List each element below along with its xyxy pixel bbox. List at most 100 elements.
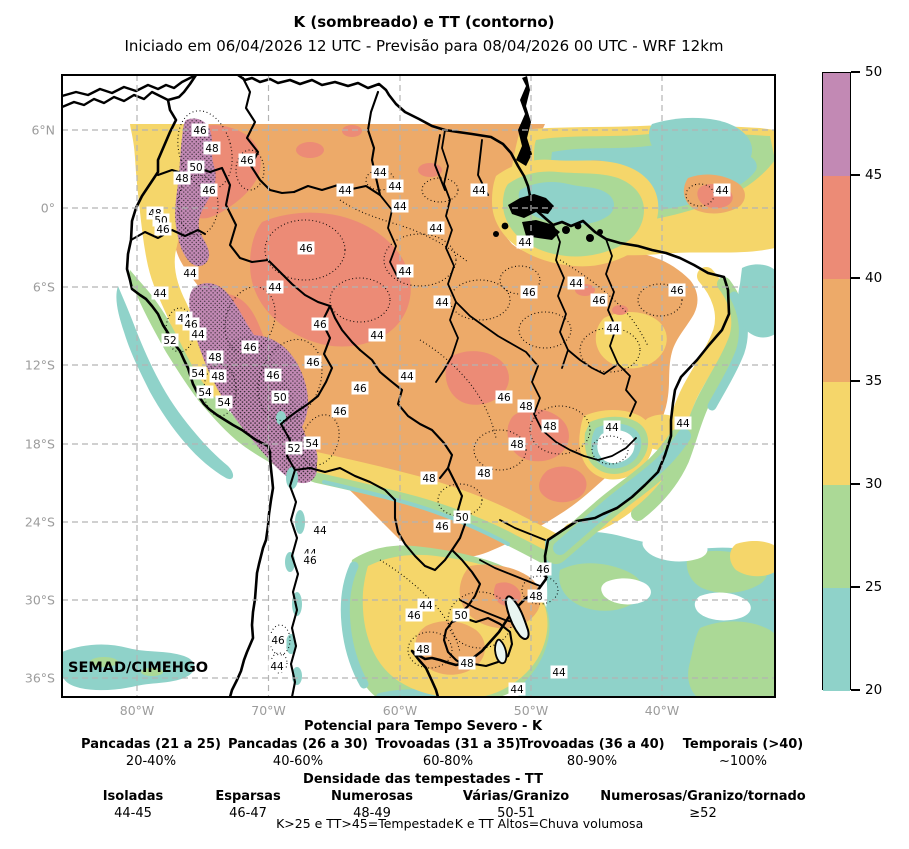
contour-label: 50: [454, 610, 467, 622]
lat-label: 30°S: [24, 592, 55, 608]
colorbar-tick-label: 45: [865, 167, 883, 183]
lon-label: 70°W: [251, 703, 286, 718]
contour-label: 44: [715, 185, 729, 197]
lat-label: 36°S: [24, 670, 55, 686]
colorbar-tickmark: [851, 174, 860, 176]
contour-label: 48: [175, 173, 188, 185]
contour-label: 44: [313, 525, 327, 537]
watermark: SEMAD/CIMEHGO: [68, 660, 208, 676]
lon-label: 50°W: [513, 703, 549, 718]
contour-label: 48: [422, 473, 435, 485]
contour-label: 48: [460, 658, 473, 670]
legend-header-tt: Densidade das tempestades - TT: [303, 772, 543, 787]
colorbar-band-35-40: [823, 279, 850, 382]
contour-label: 46: [670, 285, 684, 297]
contour-label: 50: [455, 512, 468, 524]
contour-label: 44: [518, 237, 532, 249]
colorbar-band-30-35: [823, 382, 850, 485]
map-field: 4648504846485046464444464444444444444444…: [62, 75, 775, 697]
legend-k-value: 20-40%: [125, 754, 177, 769]
contour-label: 44: [388, 181, 402, 193]
gridlines: [62, 75, 775, 697]
contour-label: 46: [271, 635, 285, 647]
colorbar-tick-label: 40: [865, 270, 883, 286]
colorbar-tick-label: 30: [865, 476, 883, 492]
contour-label: 46: [306, 357, 320, 369]
legend-tt-value: 44-45: [114, 806, 152, 821]
legend-k-label: Trovoadas (36 a 40): [519, 737, 665, 752]
contour-label: 44: [676, 418, 690, 430]
contour-label: 48: [529, 591, 542, 603]
legend-k-value: 60-80%: [422, 754, 474, 769]
chart-title: K (sombreado) e TT (contorno): [293, 13, 555, 31]
legend-note-2: K e TT Altos=Chuva volumosa: [454, 816, 644, 831]
contour-label: 44: [606, 323, 620, 335]
legend-k-label: Trovoadas (31 a 35): [375, 737, 521, 752]
colorbar: [822, 72, 851, 691]
legend-tt-label: Isoladas: [102, 789, 164, 804]
colorbar-band-20-25: [823, 588, 850, 691]
legend-tt-value: 50-51: [497, 806, 535, 821]
contour-label: 48: [211, 371, 224, 383]
colorbar-band-25-30: [823, 485, 850, 588]
lat-label: 6°N: [31, 122, 55, 138]
legend-tt-value: 48-49: [353, 806, 391, 821]
contour-label: 54: [191, 368, 205, 380]
lat-label: 18°S: [24, 436, 55, 452]
contour-labels: 4648504846485046464444464444444444444444…: [146, 123, 731, 696]
coastlines-borders: [62, 75, 731, 697]
contour-label: 48: [208, 352, 221, 364]
contour-label: 46: [156, 224, 170, 236]
contour-label: 48: [416, 644, 429, 656]
contour-label: 44: [435, 297, 449, 309]
legend-header-k: Potencial para Tempo Severo - K: [303, 719, 543, 734]
contour-label: 44: [153, 288, 167, 300]
colorbar-tickmark: [851, 380, 860, 382]
colorbar-tickmark: [851, 277, 860, 279]
contour-label: 46: [299, 243, 313, 255]
contour-label: 44: [472, 185, 486, 197]
contour-label: 44: [338, 185, 352, 197]
colorbar-tickmark: [851, 71, 860, 73]
contour-label: 44: [429, 223, 443, 235]
contour-label: 52: [163, 335, 176, 347]
lat-label: 24°S: [24, 514, 55, 530]
colorbar-tick-label: 20: [865, 682, 883, 698]
lon-label: 60°W: [382, 703, 418, 718]
contour-label: 44: [191, 329, 205, 341]
contour-label: 46: [193, 125, 207, 137]
contour-label: 46: [407, 610, 421, 622]
contour-label: 46: [435, 521, 449, 533]
lon-label: 80°W: [119, 703, 155, 718]
contour-label: 44: [398, 266, 412, 278]
lat-label: 12°S: [24, 357, 55, 373]
contour-label: 46: [313, 319, 327, 331]
contour-label: 52: [287, 443, 300, 455]
contour-label: 46: [522, 287, 536, 299]
lat-label: 0°: [40, 200, 55, 216]
contour-label: 44: [373, 167, 387, 179]
contour-label: 48: [543, 421, 556, 433]
colorbar-band-45-50: [823, 73, 850, 176]
lat-label: 6°S: [32, 279, 55, 295]
contour-label: 46: [303, 555, 317, 567]
contour-label: 46: [243, 342, 257, 354]
colorbar-tickmark: [851, 689, 860, 691]
legend-tt-label: Várias/Granizo: [462, 789, 570, 804]
contour-label: 48: [205, 143, 218, 155]
colorbar-tickmark: [851, 586, 860, 588]
contour-label: 50: [273, 392, 286, 404]
contour-label: 44: [510, 684, 524, 696]
contour-label: 46: [266, 370, 280, 382]
colorbar-band-40-45: [823, 176, 850, 279]
contour-label: 44: [605, 422, 619, 434]
contour-label: 48: [510, 439, 523, 451]
legend-tt-label: Numerosas/Granizo/tornado: [600, 789, 806, 804]
legend-k-value: 40-60%: [272, 754, 324, 769]
contour-label: 46: [202, 185, 216, 197]
contour-label: 54: [305, 438, 319, 450]
contour-label: 44: [268, 282, 282, 294]
contour-label: 46: [353, 383, 367, 395]
contour-label: 46: [536, 564, 550, 576]
